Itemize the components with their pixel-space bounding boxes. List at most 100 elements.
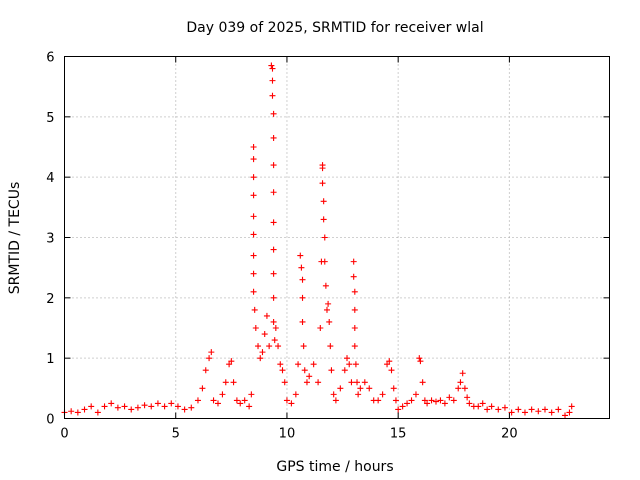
data-point: [199, 385, 206, 392]
data-point: [263, 312, 270, 319]
data-point: [379, 391, 386, 398]
data-point: [348, 379, 355, 386]
data-point: [455, 385, 462, 392]
data-point: [428, 397, 435, 404]
data-point: [270, 110, 277, 117]
data-point: [68, 408, 75, 415]
data-point: [74, 409, 81, 416]
data-points: [61, 62, 575, 419]
data-point: [230, 379, 237, 386]
data-point: [250, 192, 257, 199]
data-point: [295, 361, 302, 368]
data-point: [350, 273, 357, 280]
data-point: [250, 144, 257, 150]
data-point: [298, 264, 305, 271]
plot-area-frame: [64, 56, 610, 419]
data-point: [404, 400, 411, 407]
data-point: [269, 92, 276, 99]
data-point: [332, 397, 339, 404]
data-point: [299, 276, 306, 283]
x-tick-label: 5: [172, 427, 180, 442]
data-point: [508, 409, 515, 416]
data-point: [210, 397, 217, 404]
data-point: [319, 165, 326, 172]
data-point: [277, 361, 284, 368]
data-point: [548, 409, 555, 416]
data-point: [424, 400, 431, 407]
data-point: [301, 367, 308, 374]
data-point: [250, 174, 257, 181]
x-tick-label: 10: [279, 427, 296, 442]
data-point: [121, 403, 128, 410]
data-point: [168, 400, 175, 407]
y-tick-label: 5: [46, 111, 54, 126]
data-point: [419, 379, 426, 386]
y-tick-label: 6: [46, 51, 54, 66]
data-point: [450, 397, 457, 404]
data-point: [361, 379, 368, 386]
x-tick-label: 15: [390, 427, 407, 442]
data-point: [241, 397, 248, 404]
data-point: [421, 397, 428, 404]
data-point: [202, 367, 209, 374]
data-point: [250, 231, 257, 238]
data-point: [233, 397, 240, 404]
data-point: [268, 62, 275, 69]
data-point: [292, 391, 299, 398]
data-point: [479, 400, 486, 407]
data-point: [255, 343, 262, 350]
data-point: [226, 361, 233, 368]
y-axis-title: SRMTID / TECUs: [7, 182, 23, 295]
data-point: [515, 406, 522, 413]
y-tick-label: 2: [46, 292, 54, 307]
data-point: [408, 397, 415, 404]
data-point: [416, 355, 423, 362]
data-point: [269, 77, 276, 84]
data-point: [355, 391, 362, 398]
data-point: [214, 400, 221, 407]
data-point: [351, 343, 358, 350]
data-point: [432, 398, 439, 405]
data-point: [270, 294, 277, 301]
data-point: [321, 234, 328, 241]
data-point: [237, 400, 244, 407]
data-point: [248, 391, 255, 398]
data-point: [399, 403, 406, 410]
data-point: [275, 343, 282, 350]
data-point: [222, 379, 229, 386]
data-point: [246, 403, 253, 410]
data-point: [390, 385, 397, 392]
data-point: [310, 361, 317, 368]
data-point: [521, 409, 528, 416]
data-point: [320, 216, 327, 223]
data-point: [270, 162, 277, 169]
data-point: [350, 258, 357, 265]
data-point: [388, 367, 395, 374]
data-point: [266, 343, 273, 350]
data-point: [257, 355, 264, 362]
data-point: [337, 385, 344, 392]
data-point: [351, 325, 358, 331]
data-point: [341, 367, 348, 374]
data-point: [417, 358, 424, 365]
data-point: [303, 379, 310, 386]
data-point: [535, 408, 542, 415]
data-point: [555, 406, 562, 413]
data-point: [270, 246, 277, 253]
data-point: [315, 379, 322, 386]
data-point: [568, 403, 575, 410]
data-point: [366, 385, 373, 392]
axis-ticks: 0 5 10 15 20 0 1 2 3 4 5 6: [46, 51, 610, 442]
data-point: [81, 406, 88, 413]
data-point: [351, 306, 358, 313]
data-point: [114, 404, 121, 411]
data-point: [395, 406, 402, 413]
data-point: [446, 394, 453, 401]
data-point: [326, 318, 333, 325]
data-point: [206, 355, 213, 362]
data-point: [464, 394, 471, 401]
data-point: [279, 367, 286, 374]
data-point: [250, 156, 257, 163]
data-point: [188, 404, 195, 411]
data-point: [412, 391, 419, 398]
